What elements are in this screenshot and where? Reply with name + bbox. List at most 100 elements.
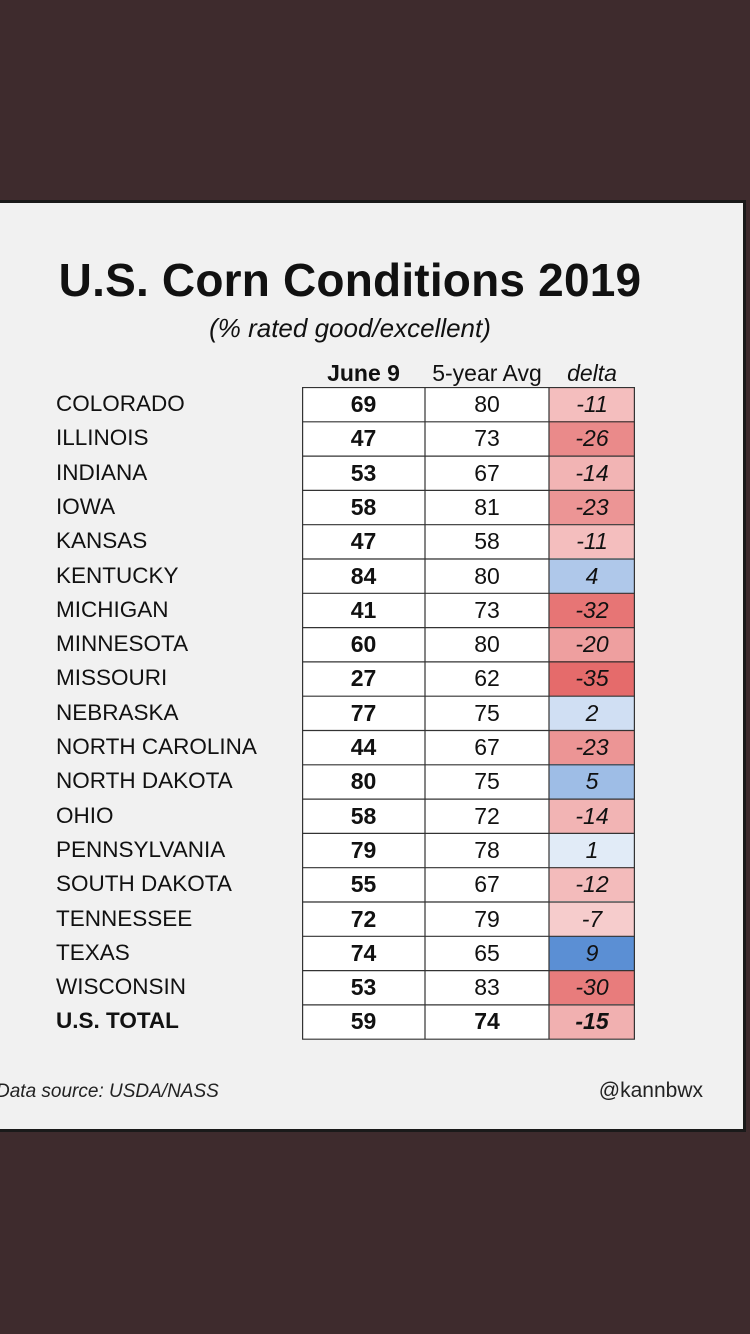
- state-name: OHIO: [56, 802, 114, 828]
- delta-value: -15: [549, 1004, 635, 1039]
- june9-value: 55: [302, 867, 425, 902]
- table-row: IOWA 58 81 -23: [0, 489, 743, 525]
- june9-value: 79: [302, 832, 425, 868]
- june9-value: 27: [302, 661, 425, 696]
- five-year-avg-value: 79: [425, 901, 549, 936]
- delta-value: -11: [549, 524, 635, 559]
- table-row: COLORADO 69 80 -11: [0, 387, 743, 422]
- table-row: WISCONSIN 53 83 -30: [0, 970, 743, 1005]
- table-row: MINNESOTA 60 80 -20: [0, 627, 743, 662]
- delta-value: -35: [549, 661, 635, 696]
- table-row: TEXAS 74 65 9: [0, 935, 743, 971]
- table-row: TENNESSEE 72 79 -7: [0, 901, 743, 936]
- state-name: WISCONSIN: [56, 974, 187, 1000]
- state-name: PENNSYLVANIA: [56, 836, 226, 862]
- state-name: COLORADO: [56, 391, 185, 416]
- table-row: SOUTH DAKOTA 55 67 -12: [0, 867, 743, 902]
- june9-value: 74: [302, 935, 425, 971]
- five-year-avg-value: 78: [425, 832, 549, 868]
- june9-value: 80: [302, 764, 425, 799]
- five-year-avg-value: 58: [425, 524, 549, 559]
- five-year-avg-value: 62: [425, 661, 549, 696]
- five-year-avg-value: 80: [425, 387, 549, 422]
- june9-value: 60: [302, 627, 425, 662]
- table-row: KANSAS 47 58 -11: [0, 524, 743, 559]
- state-name: KANSAS: [56, 528, 148, 554]
- delta-value: -11: [549, 387, 635, 422]
- delta-value: -30: [549, 970, 635, 1005]
- column-header-5yr-avg: 5-year Avg: [432, 360, 542, 386]
- delta-value: -23: [549, 489, 635, 525]
- june9-value: 77: [302, 695, 425, 730]
- state-name: SOUTH DAKOTA: [56, 871, 232, 897]
- delta-value: -23: [549, 730, 635, 765]
- state-name: NEBRASKA: [56, 699, 179, 725]
- delta-value: 4: [549, 558, 635, 593]
- june9-value: 69: [302, 387, 425, 422]
- state-name: MISSOURI: [56, 665, 168, 691]
- column-header-june9: June 9: [327, 360, 400, 386]
- data-source: Data source: USDA/NASS: [0, 1081, 219, 1102]
- five-year-avg-value: 81: [425, 489, 549, 525]
- five-year-avg-value: 83: [425, 970, 549, 1005]
- column-header-delta: delta: [567, 360, 617, 386]
- june9-value: 44: [302, 730, 425, 765]
- table-row: OHIO 58 72 -14: [0, 798, 743, 833]
- delta-value: -7: [549, 901, 635, 936]
- june9-value: 58: [302, 489, 425, 525]
- june9-value: 59: [302, 1004, 425, 1039]
- state-name: MINNESOTA: [56, 631, 189, 657]
- delta-value: -14: [549, 798, 635, 833]
- five-year-avg-value: 67: [425, 455, 549, 490]
- five-year-avg-value: 67: [425, 867, 549, 902]
- five-year-avg-value: 75: [425, 764, 549, 799]
- state-name: IOWA: [56, 493, 116, 519]
- state-name: ILLINOIS: [56, 425, 149, 451]
- table-row: NORTH CAROLINA 44 67 -23: [0, 730, 743, 765]
- state-name: NORTH DAKOTA: [56, 768, 233, 794]
- table-row: NEBRASKA 77 75 2: [0, 695, 743, 730]
- state-name: MICHIGAN: [56, 596, 169, 622]
- june9-value: 53: [302, 970, 425, 1005]
- delta-value: 9: [549, 935, 635, 971]
- table-row: ILLINOIS 47 73 -26: [0, 421, 743, 456]
- five-year-avg-value: 73: [425, 592, 549, 628]
- five-year-avg-value: 73: [425, 421, 549, 456]
- five-year-avg-value: 72: [425, 798, 549, 833]
- state-name: INDIANA: [56, 459, 148, 485]
- table-row: KENTUCKY 84 80 4: [0, 558, 743, 593]
- delta-value: -12: [549, 867, 635, 902]
- june9-value: 72: [302, 901, 425, 936]
- five-year-avg-value: 67: [425, 730, 549, 765]
- june9-value: 53: [302, 455, 425, 490]
- delta-value: -32: [549, 592, 635, 628]
- table-row: PENNSYLVANIA 79 78 1: [0, 832, 743, 868]
- author-handle: @kannbwx: [598, 1079, 703, 1102]
- five-year-avg-value: 80: [425, 627, 549, 662]
- state-name: U.S. TOTAL: [56, 1008, 179, 1034]
- chart-subtitle: (% rated good/excellent): [209, 313, 491, 343]
- five-year-avg-value: 75: [425, 695, 549, 730]
- table-row: MICHIGAN 41 73 -32: [0, 592, 743, 628]
- june9-value: 47: [302, 421, 425, 456]
- delta-value: -26: [549, 421, 635, 456]
- chart-card: U.S. Corn Conditions 2019 (% rated good/…: [0, 200, 746, 1132]
- delta-value: -14: [549, 455, 635, 490]
- five-year-avg-value: 65: [425, 935, 549, 971]
- table-row: MISSOURI 27 62 -35: [0, 661, 743, 696]
- delta-value: 2: [549, 695, 635, 730]
- june9-value: 58: [302, 798, 425, 833]
- five-year-avg-value: 80: [425, 558, 549, 593]
- june9-value: 47: [302, 524, 425, 559]
- state-name: KENTUCKY: [56, 562, 179, 588]
- state-name: TEXAS: [56, 939, 130, 965]
- delta-value: 1: [549, 832, 635, 868]
- delta-value: 5: [549, 764, 635, 799]
- june9-value: 41: [302, 592, 425, 628]
- delta-value: -20: [549, 627, 635, 662]
- state-name: NORTH CAROLINA: [56, 734, 257, 759]
- state-name: TENNESSEE: [56, 905, 193, 931]
- table-row: INDIANA 53 67 -14: [0, 455, 743, 490]
- table-row-total: U.S. TOTAL 59 74 -15: [0, 1004, 743, 1039]
- june9-value: 84: [302, 558, 425, 593]
